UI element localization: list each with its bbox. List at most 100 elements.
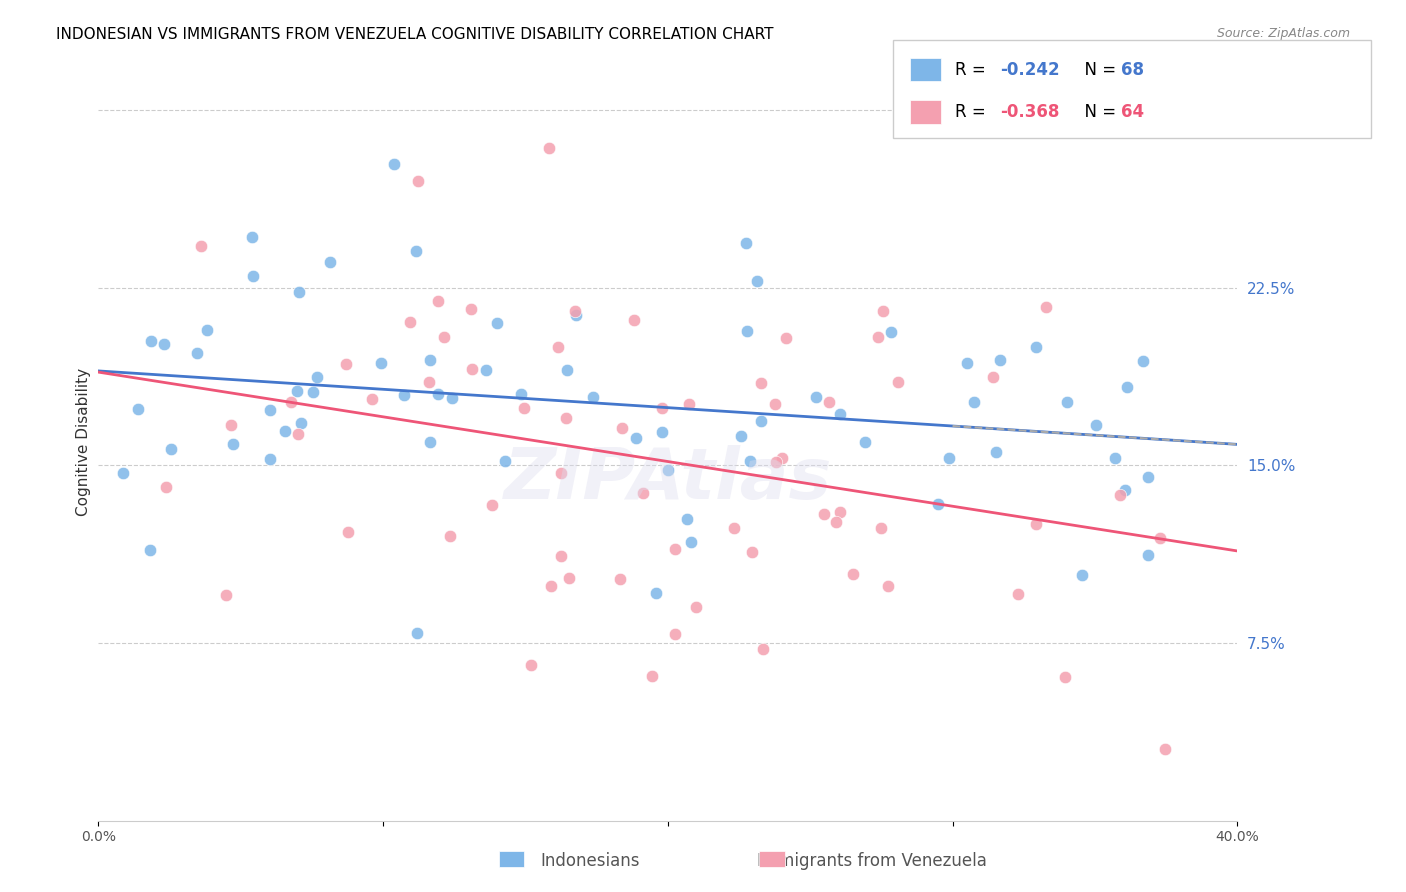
Point — [242, 268, 264, 283]
Point — [1132, 353, 1154, 368]
Point — [405, 244, 427, 258]
Point — [288, 285, 311, 299]
Point — [651, 401, 673, 415]
Point — [1136, 548, 1159, 562]
Point — [770, 450, 793, 465]
Point — [481, 498, 503, 512]
Point — [441, 391, 464, 405]
Point — [751, 642, 773, 657]
Point — [853, 434, 876, 449]
Point — [651, 425, 673, 439]
Point — [1153, 742, 1175, 756]
Point — [738, 453, 761, 467]
Point — [520, 658, 543, 673]
Point — [1104, 450, 1126, 465]
Point — [290, 416, 312, 430]
Point — [877, 579, 900, 593]
Text: -0.242: -0.242 — [1000, 61, 1059, 78]
Point — [1114, 483, 1136, 497]
Point — [1109, 487, 1132, 501]
Point — [645, 585, 668, 599]
Point — [550, 467, 572, 481]
Point — [301, 384, 323, 399]
Point — [678, 397, 700, 411]
Point — [186, 346, 208, 360]
Point — [804, 390, 827, 404]
Point — [609, 572, 631, 586]
Point — [1116, 380, 1139, 394]
Point — [869, 521, 891, 535]
Point — [612, 420, 634, 434]
Point — [1007, 587, 1029, 601]
Point — [215, 588, 238, 602]
Point — [419, 435, 441, 450]
Point — [399, 315, 422, 329]
Point — [818, 395, 841, 409]
Point — [749, 376, 772, 391]
Point — [735, 235, 758, 250]
Point — [418, 376, 440, 390]
Point — [153, 337, 176, 351]
Point — [641, 669, 664, 683]
Point — [550, 549, 572, 563]
Point — [195, 323, 218, 337]
Point — [426, 386, 449, 401]
Point — [547, 340, 569, 354]
Point — [730, 429, 752, 443]
Text: Source: ZipAtlas.com: Source: ZipAtlas.com — [1216, 27, 1350, 40]
Point — [370, 356, 392, 370]
Point — [513, 401, 536, 415]
Point — [735, 324, 758, 338]
Point — [494, 454, 516, 468]
Point — [1149, 532, 1171, 546]
Point — [1085, 418, 1108, 433]
Point — [681, 535, 703, 549]
Point — [540, 579, 562, 593]
Point — [405, 626, 427, 640]
Text: -0.368: -0.368 — [1000, 103, 1059, 120]
Text: N =: N = — [1074, 103, 1122, 120]
Point — [460, 362, 482, 376]
Point — [981, 369, 1004, 384]
Text: Indonesians: Indonesians — [541, 852, 640, 870]
Point — [886, 375, 908, 389]
Y-axis label: Cognitive Disability: Cognitive Disability — [76, 368, 91, 516]
Text: 68: 68 — [1121, 61, 1143, 78]
Point — [1054, 670, 1077, 684]
Point — [439, 529, 461, 543]
Point — [335, 357, 357, 371]
Point — [1071, 568, 1094, 582]
Point — [319, 254, 342, 268]
Point — [763, 397, 786, 411]
Point — [382, 157, 405, 171]
Point — [1056, 395, 1078, 409]
Point — [139, 542, 162, 557]
Point — [631, 486, 654, 500]
Point — [221, 417, 243, 432]
Text: INDONESIAN VS IMMIGRANTS FROM VENEZUELA COGNITIVE DISABILITY CORRELATION CHART: INDONESIAN VS IMMIGRANTS FROM VENEZUELA … — [56, 27, 773, 42]
Point — [127, 401, 149, 416]
Text: N =: N = — [1074, 61, 1122, 78]
Point — [830, 505, 852, 519]
Point — [741, 544, 763, 558]
Point — [336, 524, 359, 539]
Point — [280, 395, 302, 409]
Point — [555, 410, 578, 425]
Point — [485, 316, 508, 330]
Text: ZIPAtlas: ZIPAtlas — [503, 445, 832, 514]
Point — [274, 424, 297, 438]
Point — [962, 395, 984, 409]
Point — [745, 274, 768, 288]
Point — [155, 480, 177, 494]
Point — [1035, 300, 1057, 314]
Point — [475, 363, 498, 377]
Point — [537, 141, 560, 155]
Point — [427, 293, 450, 308]
Point — [751, 414, 773, 428]
Point — [623, 313, 645, 327]
Point — [112, 467, 135, 481]
Text: Immigrants from Venezuela: Immigrants from Venezuela — [756, 852, 987, 870]
Point — [723, 521, 745, 535]
Point — [557, 363, 579, 377]
Point — [938, 451, 960, 466]
